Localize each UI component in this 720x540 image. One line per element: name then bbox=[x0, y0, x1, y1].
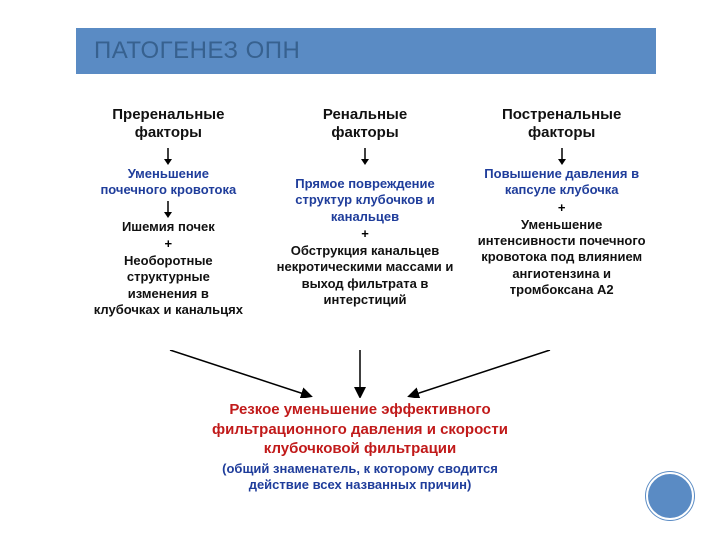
col2-step1: Прямое повреждение структур клубочков и … bbox=[271, 176, 460, 225]
conclusion-block: Резкое уменьшение эффективного фильтраци… bbox=[130, 400, 590, 493]
converge-svg bbox=[80, 350, 640, 398]
col3-heading: Постренальные факторы bbox=[467, 106, 656, 142]
slide-title: ПАТОГЕНЕЗ ОПН bbox=[94, 37, 300, 65]
col2-step1-l3: канальцев bbox=[331, 209, 399, 224]
col1-arrow1 bbox=[74, 148, 263, 166]
col1-step2: Ишемия почек bbox=[74, 219, 263, 235]
col3-step1: Повышение давления в капсуле клубочка bbox=[467, 166, 656, 199]
sub-l2: действие всех названных причин) bbox=[249, 477, 472, 492]
column-prerenal: Преренальные факторы Уменьшение почечног… bbox=[70, 106, 267, 318]
col2-step2: Обструкция канальцев некротическими масс… bbox=[271, 243, 460, 308]
col2-heading-l1: Ренальные bbox=[323, 106, 407, 123]
col3-step2: Уменьшение интенсивности почечного крово… bbox=[467, 217, 656, 298]
red-l2: фильтрационного давления и скорости bbox=[212, 421, 508, 438]
col2-plus: + bbox=[271, 227, 460, 241]
col2-heading: Ренальные факторы bbox=[271, 106, 460, 142]
col2-step2-l2: некротическими массами и bbox=[277, 259, 454, 274]
col3-step1-l1: Повышение давления в bbox=[484, 166, 639, 181]
col1-step1-l2: почечного кровотока bbox=[100, 182, 236, 197]
col1-heading-l2: факторы bbox=[135, 124, 202, 141]
conclusion-sub: (общий знаменатель, к которому сводится … bbox=[130, 461, 590, 494]
col1-step3-l4: клубочках и канальцях bbox=[94, 302, 243, 317]
col1-step2-l1: Ишемия почек bbox=[122, 219, 215, 234]
column-postrenal: Постренальные факторы Повышение давления… bbox=[463, 106, 660, 318]
col2-step2-l1: Обструкция канальцев bbox=[291, 243, 440, 258]
col2-heading-l2: факторы bbox=[331, 124, 398, 141]
col1-heading: Преренальные факторы bbox=[74, 106, 263, 142]
converging-arrows bbox=[80, 350, 640, 398]
col3-heading-l2: факторы bbox=[528, 124, 595, 141]
col1-step1: Уменьшение почечного кровотока bbox=[74, 166, 263, 199]
col1-step3-l2: структурные bbox=[127, 269, 210, 284]
title-bar: ПАТОГЕНЕЗ ОПН bbox=[76, 28, 656, 74]
red-l1: Резкое уменьшение эффективного bbox=[229, 401, 490, 418]
col1-plus: + bbox=[74, 237, 263, 251]
col3-step2-l2: интенсивности почечного bbox=[478, 233, 646, 248]
red-l3: клубочковой фильтрации bbox=[264, 440, 456, 457]
sub-l1: (общий знаменатель, к которому сводится bbox=[222, 461, 498, 476]
col1-step1-l1: Уменьшение bbox=[128, 166, 209, 181]
column-renal: Ренальные факторы Прямое повреждение стр… bbox=[267, 106, 464, 318]
col1-step3-l1: Необоротные bbox=[124, 253, 213, 268]
col1-arrow2 bbox=[74, 201, 263, 219]
columns-container: Преренальные факторы Уменьшение почечног… bbox=[70, 106, 660, 318]
col3-heading-l1: Постренальные bbox=[502, 106, 621, 123]
col3-step2-l5: тромбоксана А2 bbox=[510, 282, 614, 297]
col2-spacer bbox=[271, 166, 460, 176]
col2-step1-l1: Прямое повреждение bbox=[295, 176, 434, 191]
accent-circle-icon bbox=[646, 472, 694, 520]
col3-step2-l1: Уменьшение bbox=[521, 217, 602, 232]
col1-step3-l3: изменения в bbox=[128, 286, 209, 301]
col3-step2-l4: ангиотензина и bbox=[512, 266, 611, 281]
col2-step1-l2: структур клубочков и bbox=[295, 192, 434, 207]
col2-arrow1 bbox=[271, 148, 460, 166]
col1-heading-l1: Преренальные bbox=[112, 106, 224, 123]
col3-arrow1 bbox=[467, 148, 656, 166]
col2-step2-l4: интерстиций bbox=[324, 292, 407, 307]
col1-step3: Необоротные структурные изменения в клуб… bbox=[74, 253, 263, 318]
col2-step2-l3: выход фильтрата в bbox=[302, 276, 429, 291]
col3-step1-l2: капсуле клубочка bbox=[505, 182, 619, 197]
col3-step2-l3: кровотока под влиянием bbox=[481, 249, 642, 264]
conclusion-red: Резкое уменьшение эффективного фильтраци… bbox=[130, 400, 590, 459]
col3-plus: + bbox=[467, 201, 656, 215]
